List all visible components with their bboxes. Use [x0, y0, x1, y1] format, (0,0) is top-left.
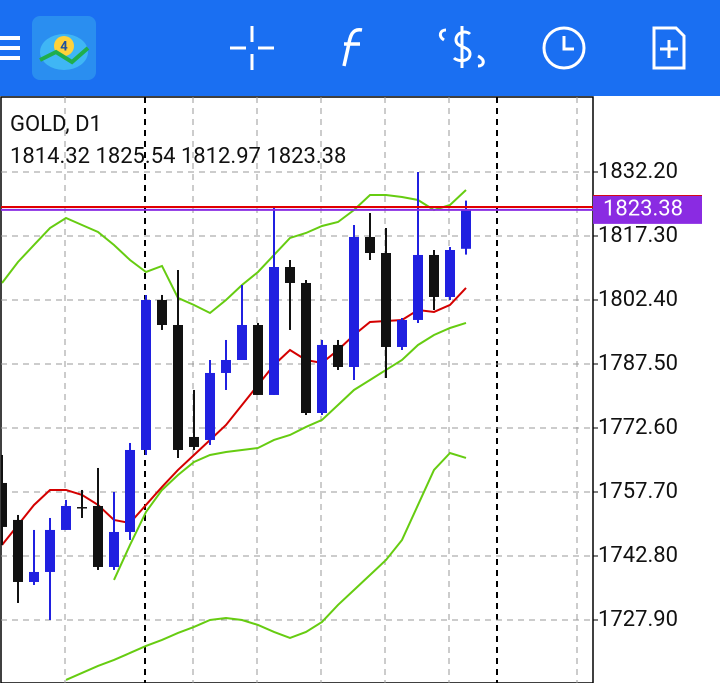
y-tick-label: 1772.60: [598, 415, 678, 440]
ohlc-close: 1823.38: [266, 144, 346, 169]
ohlc-high: 1825.54: [95, 144, 175, 169]
candle-body: [1, 482, 7, 527]
candle-body: [29, 571, 39, 582]
plot-frame: [0, 96, 594, 683]
candle-body: [285, 267, 295, 283]
candle-body: [253, 324, 263, 395]
crosshair-button[interactable]: [230, 26, 274, 70]
y-tick-label: 1757.70: [598, 479, 678, 504]
y-tick-label: 1727.90: [598, 607, 678, 632]
y-tick-label: 1742.80: [598, 543, 678, 568]
y-tick-label: 1832.20: [598, 159, 678, 184]
app-logo: 4: [32, 16, 96, 80]
candle-body: [317, 344, 327, 414]
history-button[interactable]: [542, 26, 586, 70]
candle-body: [381, 253, 391, 347]
candle-body: [397, 319, 407, 347]
candle-body: [237, 324, 247, 360]
new-order-button[interactable]: [652, 26, 686, 70]
candle-body: [445, 249, 455, 297]
indicator-line: [1, 189, 467, 315]
candle-body: [173, 324, 183, 450]
price-label-box: [593, 195, 702, 224]
candle-body: [125, 449, 135, 532]
candle-body: [109, 531, 119, 567]
price-axis: 1832.20 1817.30 1802.40 1787.50 1772.60 1757.…: [593, 159, 702, 632]
candle-body: [461, 209, 471, 249]
candle-body: [333, 344, 343, 367]
indicator-line: [65, 451, 467, 681]
ohlc-low: 1812.97: [181, 144, 261, 169]
candle-body: [13, 519, 23, 582]
candle-body: [93, 505, 103, 567]
plot-layer: [1, 171, 593, 681]
y-tick-label: 1817.30: [598, 223, 678, 248]
indicator-line: [113, 322, 467, 581]
price-label: 1823.38: [603, 197, 683, 222]
candle-body: [205, 372, 215, 440]
candle-body: [61, 505, 71, 530]
y-tick-label: 1802.40: [598, 287, 678, 312]
toolbar: [0, 0, 720, 96]
ohlc-open: 1814.32: [10, 144, 90, 169]
candle-body: [301, 282, 311, 414]
vertical-grid: [64, 97, 578, 683]
symbol-title: GOLD, D1: [10, 112, 102, 137]
candle-body: [45, 529, 55, 572]
candle-body: [413, 254, 423, 320]
period-separators: [144, 97, 498, 683]
candle-body: [365, 236, 375, 254]
candle-body: [269, 267, 279, 395]
y-tick-label: 1787.50: [598, 351, 678, 376]
trade-button[interactable]: [438, 26, 485, 68]
candle-body: [157, 299, 167, 325]
candle-body: [141, 299, 151, 450]
ohlc-readout: 1814.32 1825.54 1812.97 1823.38: [10, 144, 346, 169]
candle-body: [429, 254, 439, 297]
candle-body: [221, 359, 231, 373]
candle-body: [349, 236, 359, 367]
menu-button[interactable]: [0, 36, 20, 60]
candle-body: [77, 507, 87, 509]
candle-body: [189, 436, 199, 447]
indicators-button[interactable]: [342, 27, 363, 67]
svg-text:4: 4: [60, 39, 68, 54]
